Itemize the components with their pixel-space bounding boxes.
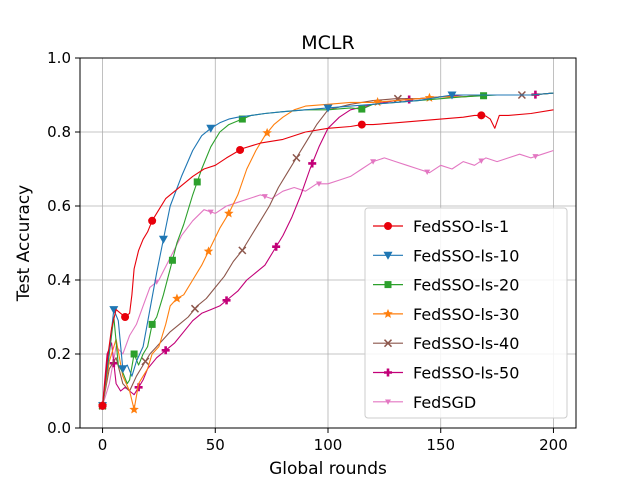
x-tick-label: 0	[98, 436, 108, 454]
legend-box	[364, 207, 568, 419]
x-tick-label: 50	[206, 436, 225, 454]
legend-entry-fedsso-ls-30: FedSSO-ls-30	[373, 305, 519, 324]
series-marker	[222, 296, 231, 305]
series-marker	[370, 159, 377, 165]
series-fedsso-ls-20	[99, 92, 554, 410]
series-marker	[109, 306, 119, 315]
ticks: 0 50 100 150 200 0.0 0.2 0.4 0.6 0.8 1.0	[47, 49, 568, 454]
series-marker	[238, 246, 247, 255]
series-marker	[261, 194, 268, 200]
legend-label: FedSSO-ls-40	[413, 334, 519, 353]
series-line	[101, 92, 554, 406]
legend-entry-fedsso-ls-1: FedSSO-ls-1	[373, 217, 509, 236]
legend-label: FedSSO-ls-50	[413, 364, 519, 383]
series-marker	[206, 124, 216, 133]
chart-title: MCLR	[301, 32, 354, 54]
legend-marker	[383, 251, 393, 260]
series-marker	[480, 92, 488, 100]
series-marker	[323, 104, 333, 113]
series-marker	[308, 159, 317, 168]
series-marker	[238, 115, 246, 123]
series-fedsso-ls-1	[98, 109, 554, 410]
series-marker	[129, 404, 139, 414]
series-marker	[172, 293, 182, 303]
legend-label: FedSSO-ls-1	[413, 217, 509, 236]
series-marker	[161, 346, 170, 355]
legend-marker	[383, 308, 393, 318]
y-tick-label: 0.2	[47, 345, 71, 363]
y-tick-label: 0.0	[47, 419, 71, 437]
series-marker	[224, 208, 234, 218]
x-tick-label: 150	[426, 436, 455, 454]
x-axis-label: Global rounds	[269, 459, 387, 479]
legend-label: FedSSO-ls-10	[413, 246, 519, 265]
series-marker	[121, 313, 130, 321]
legend-marker	[384, 368, 392, 377]
series-marker	[158, 235, 168, 244]
series-marker	[130, 350, 138, 358]
x-tick-label: 100	[314, 436, 343, 454]
legend-marker	[385, 399, 391, 405]
legend-label: FedSGD	[413, 393, 476, 412]
y-tick-label: 0.6	[47, 197, 71, 215]
legend-entry-fedsso-ls-20: FedSSO-ls-20	[373, 276, 519, 295]
series-marker	[424, 92, 435, 102]
legend-label: FedSSO-ls-20	[413, 276, 519, 295]
series-marker	[292, 153, 301, 162]
series-marker	[141, 357, 150, 366]
legend-entry-fedsgd: FedSGD	[373, 393, 476, 412]
series-marker	[118, 365, 128, 374]
series-marker	[358, 105, 366, 113]
series-marker	[272, 242, 281, 251]
x-tick-label: 200	[539, 436, 568, 454]
series-marker	[207, 209, 214, 215]
series-line	[101, 92, 554, 406]
y-tick-label: 1.0	[47, 49, 71, 67]
series-marker	[168, 256, 176, 264]
legend-marker	[384, 281, 392, 289]
series-marker	[262, 127, 272, 137]
series-marker	[372, 97, 383, 107]
y-axis-label: Test Accuracy	[14, 185, 34, 303]
series-marker	[98, 401, 107, 410]
y-tick-label: 0.8	[47, 123, 71, 141]
series-marker	[236, 145, 245, 154]
series-marker	[477, 111, 486, 120]
series-layer	[97, 90, 554, 414]
legend-entry-fedsso-ls-10: FedSSO-ls-10	[373, 246, 519, 265]
series-marker	[357, 120, 366, 129]
series-marker	[447, 91, 457, 100]
series-line	[101, 149, 554, 406]
legend-marker	[383, 339, 393, 348]
legend-entry-fedsso-ls-50: FedSSO-ls-50	[373, 364, 519, 383]
series-marker	[193, 178, 201, 186]
series-marker	[478, 158, 485, 164]
series-marker	[424, 169, 431, 175]
legend-label: FedSSO-ls-30	[413, 305, 519, 324]
series-marker	[315, 181, 322, 187]
series-marker	[532, 154, 539, 160]
legend-marker	[384, 222, 392, 230]
legend-entry-fedsso-ls-40: FedSSO-ls-40	[373, 334, 519, 353]
series-marker	[148, 320, 156, 328]
y-tick-label: 0.4	[47, 271, 71, 289]
series-marker	[148, 216, 157, 225]
series-fedsso-ls-10	[98, 91, 554, 411]
legend: FedSSO-ls-1 FedSSO-ls-10 FedSSO-ls-20 FedSS…	[364, 207, 568, 419]
series-marker	[203, 246, 214, 256]
series-marker	[190, 304, 200, 313]
